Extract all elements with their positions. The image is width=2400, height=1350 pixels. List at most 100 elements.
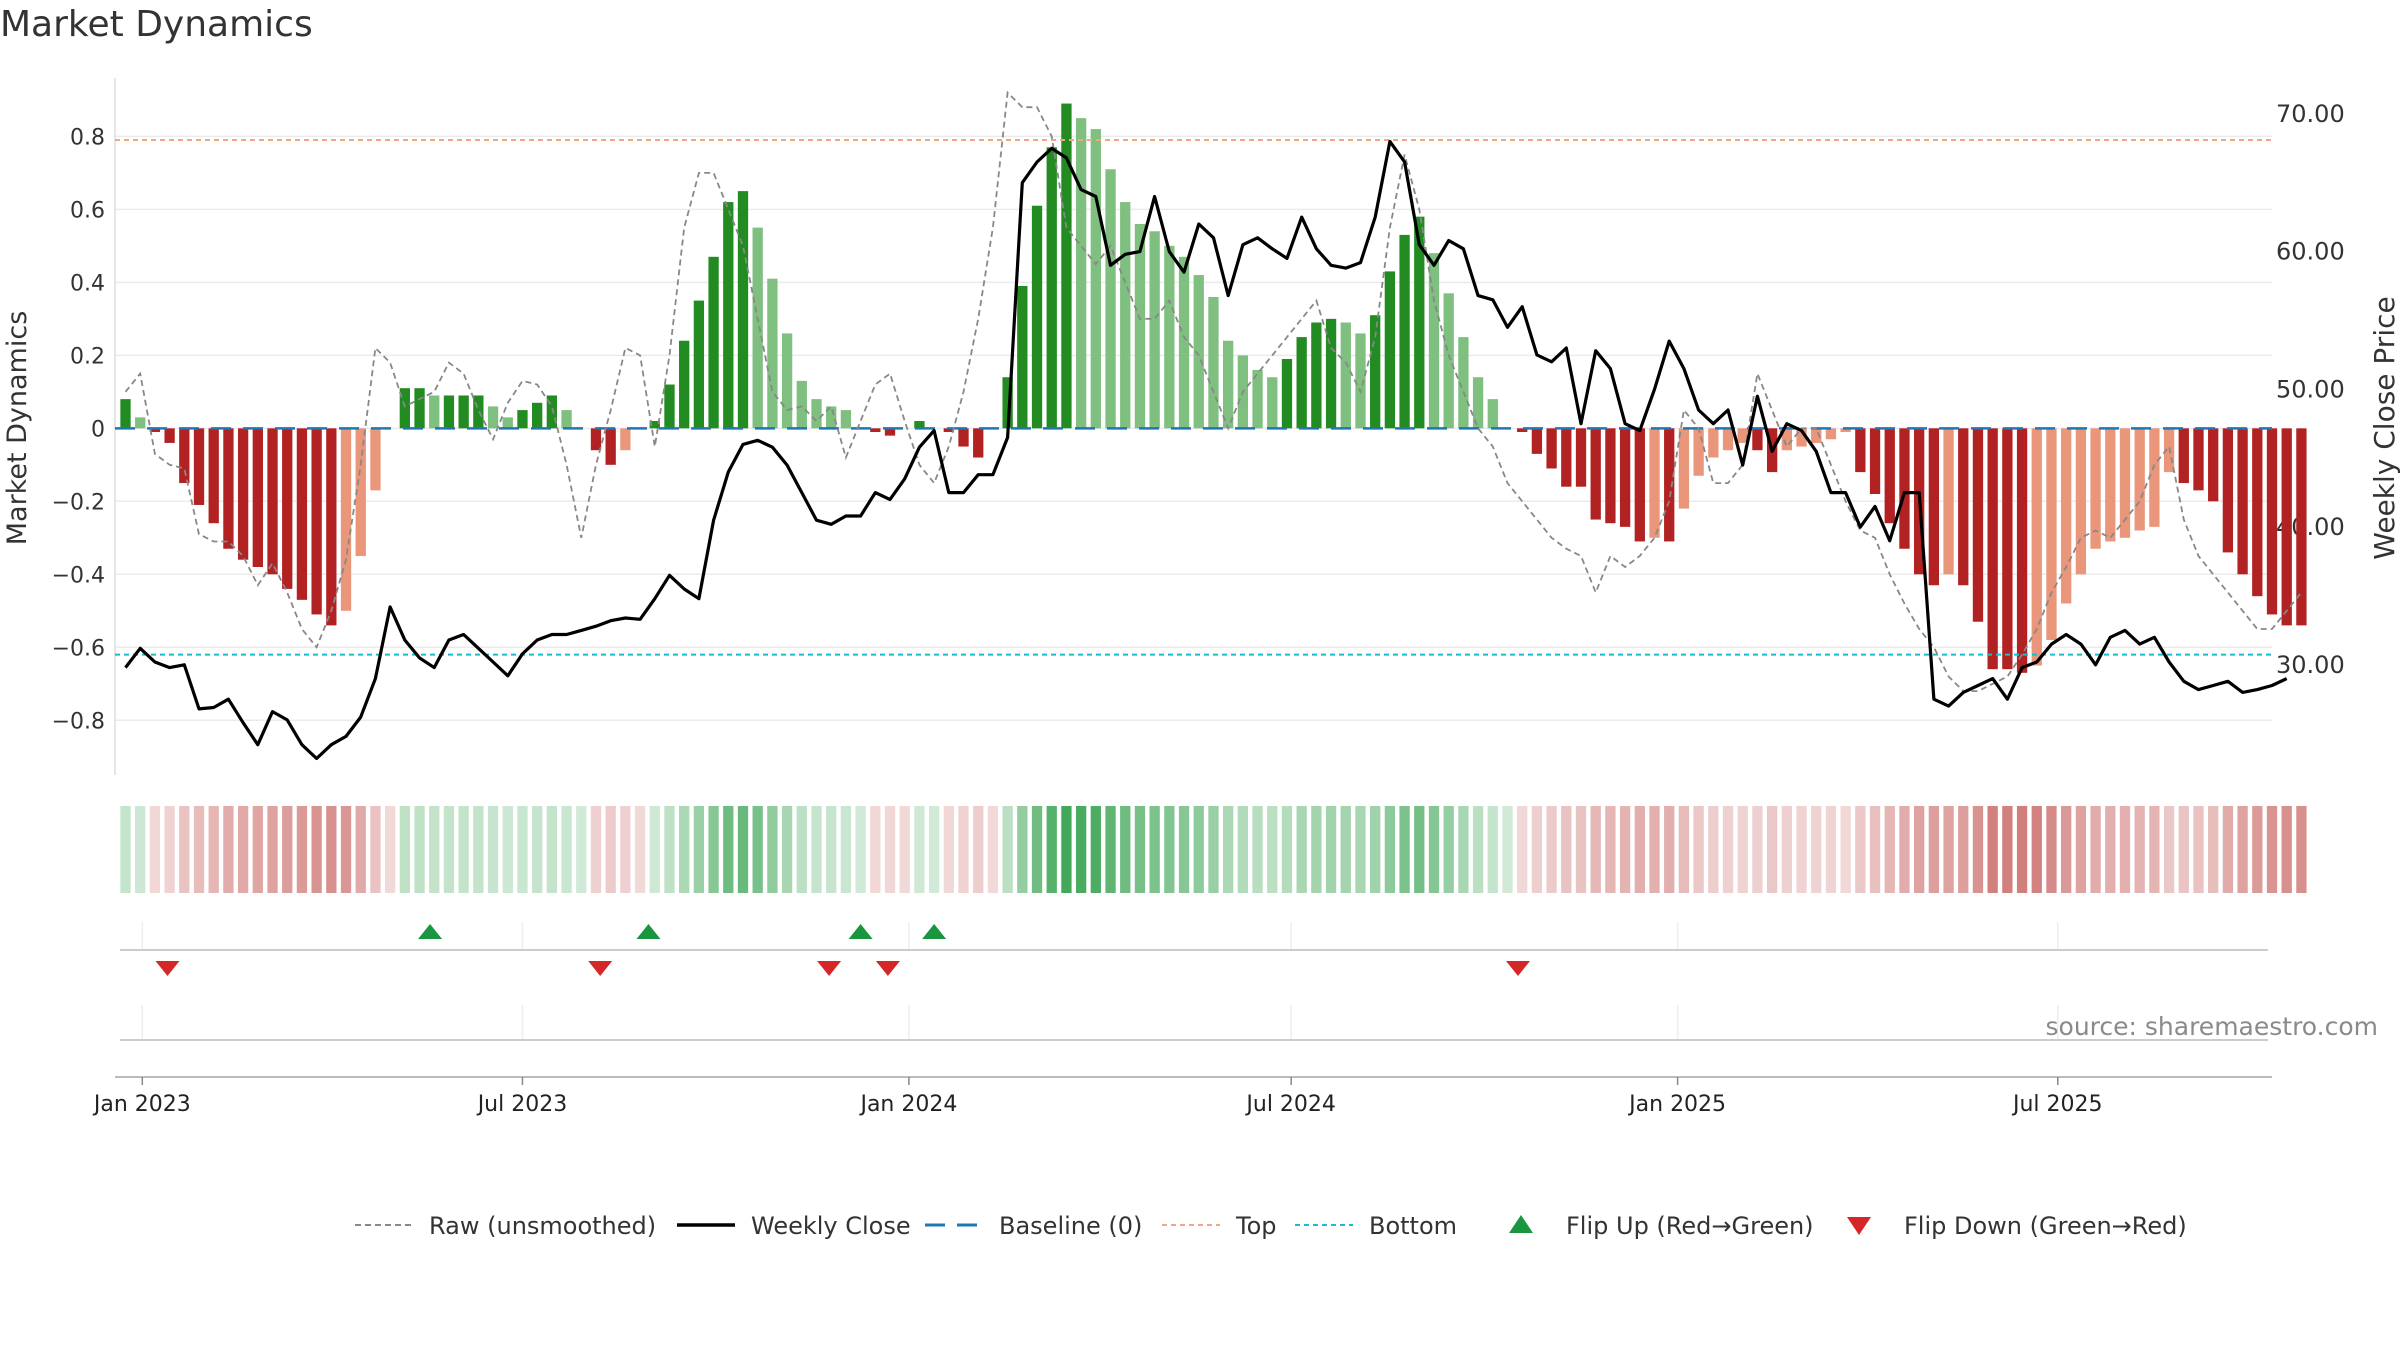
bar xyxy=(517,410,528,429)
heat-cell xyxy=(1502,806,1513,893)
heat-cell xyxy=(576,806,587,893)
heat-cell xyxy=(1355,806,1366,893)
heat-cell xyxy=(840,806,852,893)
left-tick-label: 0.4 xyxy=(70,271,105,296)
heat-cell xyxy=(1693,806,1704,893)
bar xyxy=(2208,428,2219,502)
heat-cell xyxy=(634,806,646,893)
legend-label: Bottom xyxy=(1369,1212,1457,1240)
bar xyxy=(1355,333,1366,429)
bar xyxy=(311,428,322,615)
x-tick-label: Jul 2025 xyxy=(2011,1092,2103,1117)
right-tick-label: 60.00 xyxy=(2276,238,2345,266)
flip-down-marker xyxy=(1505,961,1530,976)
heat-cell xyxy=(914,806,925,893)
bar xyxy=(1340,322,1351,429)
bar xyxy=(208,428,219,524)
x-tick-label: Jan 2025 xyxy=(1627,1092,1726,1117)
heat-cell xyxy=(1002,806,1013,893)
heat-cell xyxy=(2061,806,2072,893)
heat-cell xyxy=(1223,806,1234,893)
bar xyxy=(1017,286,1028,429)
heat-cell xyxy=(370,806,381,893)
bar xyxy=(870,428,881,432)
bar xyxy=(1414,216,1425,429)
heat-cell xyxy=(2031,806,2042,893)
heat-cell xyxy=(752,806,763,893)
heat-cell xyxy=(590,806,602,893)
gridlines: 0.8 0.6 0.4 0.2 0 −0.2 −0.4 −0.6 −0.8 xyxy=(52,125,2272,734)
heat-cell xyxy=(1120,806,1131,893)
heat-cell xyxy=(1061,806,1072,893)
bar xyxy=(458,395,469,429)
heat-cell xyxy=(223,806,234,893)
heat-cell xyxy=(1766,806,1778,893)
heat-cell xyxy=(340,806,352,893)
heat-cell xyxy=(1458,806,1469,893)
right-axis-title: Weekly Close Price xyxy=(2368,296,2400,559)
heat-cell xyxy=(414,806,425,893)
heat-cell xyxy=(649,806,660,893)
heat-cell xyxy=(2178,806,2189,893)
bar xyxy=(1105,169,1116,429)
heat-cell xyxy=(2090,806,2101,893)
heat-cell xyxy=(1678,806,1690,893)
bar xyxy=(958,428,969,447)
heat-cell xyxy=(737,806,749,893)
bar xyxy=(1267,377,1278,429)
bar xyxy=(2178,428,2189,484)
heat-cell xyxy=(1134,806,1146,893)
bar xyxy=(414,388,425,429)
bar xyxy=(1678,428,1690,509)
heat-cell xyxy=(1384,806,1396,893)
bar xyxy=(561,410,572,429)
heat-cell xyxy=(870,806,881,893)
heat-cell xyxy=(1590,806,1601,893)
bar xyxy=(193,428,205,505)
heat-cell xyxy=(532,806,543,893)
flip-up-marker xyxy=(418,924,443,939)
bar xyxy=(1575,428,1587,487)
bar xyxy=(1972,428,1984,622)
heat-cell xyxy=(899,806,910,893)
heat-cell xyxy=(1414,806,1425,893)
heat-cell xyxy=(884,806,896,893)
heat-cell xyxy=(1928,806,1940,893)
bar xyxy=(1472,377,1484,429)
bar xyxy=(1296,337,1307,429)
bar xyxy=(252,428,263,567)
bar xyxy=(2149,428,2160,527)
heat-cell xyxy=(1869,806,1881,893)
heat-cell xyxy=(2002,806,2013,893)
heat-cell xyxy=(1370,806,1381,893)
bar xyxy=(149,428,161,432)
bar xyxy=(590,428,602,451)
heat-cell xyxy=(2119,806,2131,893)
heat-cell xyxy=(1252,806,1263,893)
heat-cell xyxy=(605,806,616,893)
chart-title: Market Dynamics xyxy=(0,4,313,45)
heat-cell xyxy=(1164,806,1175,893)
bar xyxy=(1120,202,1131,429)
bar xyxy=(1090,129,1101,429)
heat-cell xyxy=(1605,806,1616,893)
heat-cell xyxy=(193,806,205,893)
bar xyxy=(767,278,778,429)
bar xyxy=(708,256,719,429)
bar xyxy=(1428,253,1440,429)
heat-cell xyxy=(2163,806,2175,893)
heat-cell xyxy=(1267,806,1278,893)
heat-cell xyxy=(1781,806,1792,893)
heat-cell xyxy=(1193,806,1204,893)
left-tick-label: 0 xyxy=(91,417,105,442)
heat-cell xyxy=(2208,806,2219,893)
bar xyxy=(1781,428,1792,451)
heat-cell xyxy=(473,806,484,893)
bar xyxy=(1619,428,1631,527)
right-tick-label: 70.00 xyxy=(2276,100,2345,128)
heat-cell xyxy=(135,806,146,893)
bar xyxy=(370,428,381,491)
bar xyxy=(2061,428,2072,604)
bar xyxy=(884,428,896,436)
